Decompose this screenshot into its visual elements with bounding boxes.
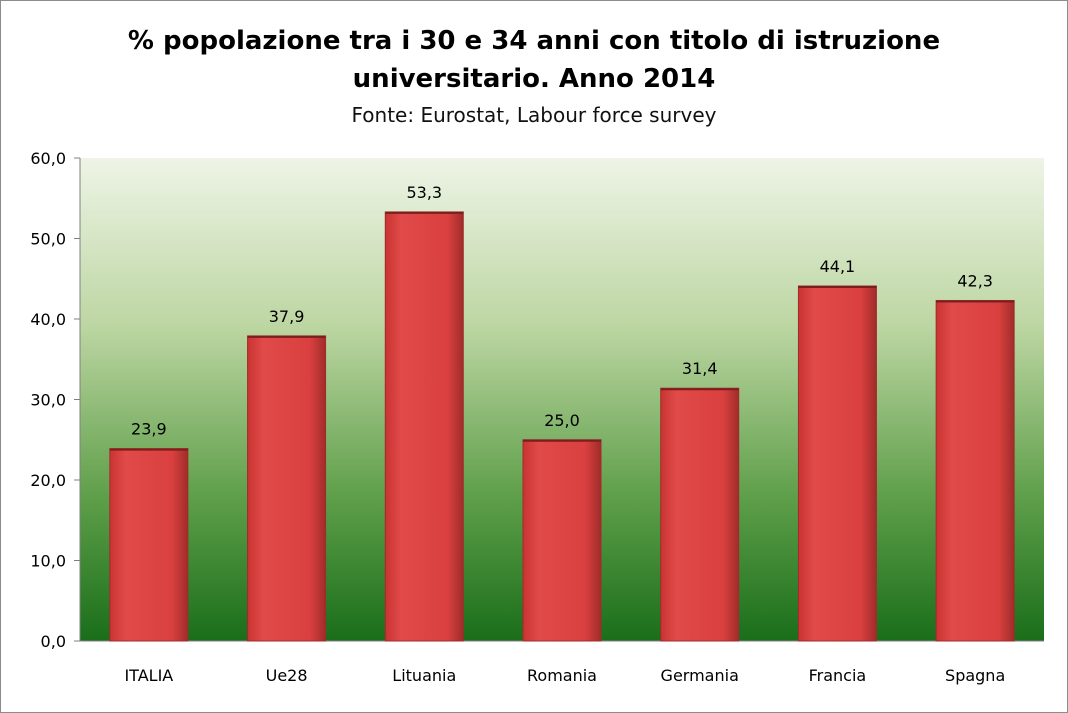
chart-title-line-1: % popolazione tra i 30 e 34 anni con tit…: [127, 26, 941, 56]
x-tick-label: Spagna: [945, 666, 1005, 685]
x-tick-label: ITALIA: [124, 666, 173, 685]
y-tick-label: 40,0: [30, 310, 66, 329]
y-tick-label: 60,0: [30, 149, 66, 168]
bar: [247, 335, 327, 642]
chart-title-line-2: universitario. Anno 2014: [352, 64, 716, 94]
x-tick-label: Lituania: [392, 666, 456, 685]
bar: [660, 387, 740, 642]
bar: [935, 299, 1015, 642]
bar: [109, 448, 189, 642]
x-tick-label: Ue28: [266, 666, 308, 685]
data-label: 53,3: [406, 183, 442, 202]
y-tick-label: 50,0: [30, 230, 66, 249]
chart-title: % popolazione tra i 30 e 34 anni con tit…: [0, 22, 1068, 98]
data-label: 31,4: [682, 359, 718, 378]
x-tick-label: Francia: [809, 666, 867, 685]
y-tick-label: 0,0: [41, 632, 66, 651]
y-tick-label: 20,0: [30, 471, 66, 490]
bar: [384, 211, 464, 642]
data-label: 25,0: [544, 411, 580, 430]
data-label: 37,9: [269, 307, 305, 326]
data-label: 44,1: [820, 257, 856, 276]
x-tick-label: Germania: [661, 666, 739, 685]
data-label: 23,9: [131, 420, 167, 439]
bar: [797, 285, 877, 642]
bar: [522, 439, 602, 642]
data-label: 42,3: [957, 271, 993, 290]
y-tick-label: 10,0: [30, 552, 66, 571]
chart-subtitle: Fonte: Eurostat, Labour force survey: [351, 103, 717, 127]
y-tick-label: 30,0: [30, 391, 66, 410]
x-tick-label: Romania: [527, 666, 597, 685]
